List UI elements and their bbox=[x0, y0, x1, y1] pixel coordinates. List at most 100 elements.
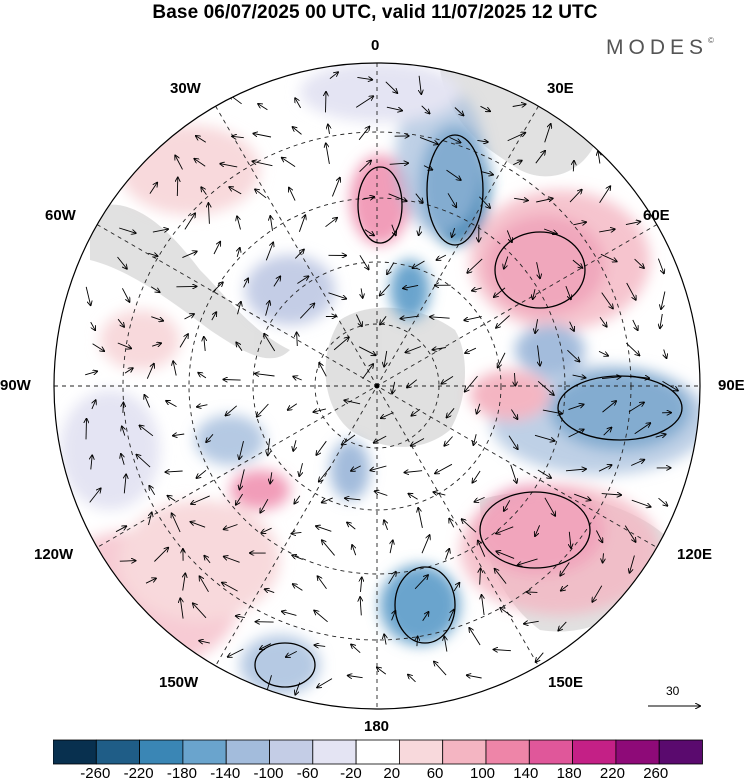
wind-vector bbox=[150, 286, 160, 292]
wind-vector bbox=[204, 337, 205, 351]
wind-vector bbox=[535, 525, 541, 536]
wind-vector bbox=[299, 304, 314, 319]
wind-vector bbox=[273, 276, 280, 287]
wind-vector bbox=[197, 405, 208, 407]
wind-vector bbox=[182, 251, 196, 259]
wind-vector bbox=[347, 522, 356, 530]
wind-vector bbox=[401, 316, 420, 319]
colorbar-tick-label: 180 bbox=[556, 765, 582, 782]
wind-vector bbox=[380, 316, 387, 324]
wind-vector bbox=[472, 470, 481, 483]
lon-label-30w: 30W bbox=[170, 80, 201, 97]
wind-vector bbox=[117, 256, 127, 269]
wind-vector bbox=[560, 562, 570, 576]
wind-vector bbox=[362, 364, 374, 380]
wind-vector bbox=[352, 545, 356, 556]
colorbar-swatch bbox=[269, 739, 314, 765]
wind-vector bbox=[632, 319, 638, 330]
lon-label-60w: 60W bbox=[45, 207, 76, 224]
wind-vector bbox=[299, 463, 302, 476]
wind-vector bbox=[433, 348, 446, 350]
map-title: Base 06/07/2025 00 UTC, valid 11/07/2025… bbox=[152, 2, 598, 23]
wind-vector bbox=[121, 454, 124, 465]
wind-vector bbox=[91, 455, 92, 470]
wind-vector bbox=[447, 408, 455, 417]
wind-vector bbox=[148, 253, 157, 256]
wind-vector bbox=[319, 466, 332, 481]
wind-vector bbox=[243, 278, 249, 288]
wind-vector bbox=[361, 577, 362, 592]
wind-vector bbox=[388, 572, 396, 585]
wind-vector bbox=[390, 540, 393, 554]
wind-vector bbox=[414, 575, 428, 590]
wind-vector bbox=[117, 342, 131, 348]
wind-vector bbox=[180, 598, 183, 619]
wind-vector bbox=[544, 124, 551, 143]
wind-vector bbox=[441, 376, 454, 383]
wind-reference-label: 30 bbox=[666, 684, 680, 698]
wind-vector bbox=[384, 350, 387, 367]
wind-vector bbox=[179, 334, 188, 348]
wind-vector bbox=[183, 573, 186, 591]
wind-vector bbox=[136, 455, 151, 468]
wind-vector bbox=[223, 380, 241, 381]
wind-vector bbox=[423, 165, 432, 170]
wind-vector bbox=[524, 621, 539, 624]
wind-vector bbox=[514, 198, 528, 200]
wind-vector bbox=[358, 127, 369, 141]
wind-vector bbox=[595, 530, 602, 543]
wind-vector bbox=[385, 81, 398, 93]
wind-vector bbox=[358, 346, 376, 355]
wind-vector bbox=[381, 412, 394, 419]
wind-vector bbox=[329, 72, 338, 79]
wind-vector bbox=[270, 472, 272, 483]
wind-vector bbox=[392, 381, 395, 394]
wind-vector bbox=[237, 302, 241, 315]
wind-vector bbox=[213, 242, 220, 255]
colorbar-swatch bbox=[182, 739, 227, 765]
wind-vector bbox=[511, 409, 517, 420]
lon-label-120w: 120W bbox=[34, 546, 74, 563]
wind-vector bbox=[536, 262, 540, 278]
wind-vector bbox=[172, 513, 181, 533]
colorbar-tick-label: 140 bbox=[513, 765, 539, 782]
wind-vector bbox=[419, 75, 421, 94]
wind-vector bbox=[660, 313, 662, 328]
wind-vector bbox=[168, 496, 176, 502]
wind-vector bbox=[149, 512, 152, 526]
wind-vector bbox=[200, 576, 209, 593]
wind-vector bbox=[496, 526, 514, 534]
wind-vector bbox=[404, 471, 423, 473]
wind-vector bbox=[411, 438, 425, 446]
wind-vector bbox=[119, 227, 136, 233]
wind-vector bbox=[542, 409, 562, 414]
wind-vector bbox=[124, 474, 126, 494]
colorbar-tick-label: 60 bbox=[426, 765, 444, 782]
wind-vector bbox=[415, 193, 423, 203]
wind-vector bbox=[631, 499, 651, 507]
wind-vector bbox=[494, 650, 511, 651]
wind-vector bbox=[496, 315, 510, 328]
wind-vector bbox=[357, 77, 372, 79]
wind-vector bbox=[236, 616, 245, 618]
wind-vector bbox=[625, 222, 641, 225]
wind-vector bbox=[151, 316, 163, 321]
wind-vector bbox=[232, 136, 244, 137]
colorbar-tick-label: -140 bbox=[210, 765, 241, 782]
wind-vector bbox=[361, 288, 363, 298]
wind-vector bbox=[222, 583, 238, 592]
wind-vector bbox=[664, 349, 667, 359]
lon-label-90e: 90E bbox=[718, 377, 745, 394]
wind-vector bbox=[434, 662, 447, 676]
wind-vector bbox=[574, 493, 590, 500]
wind-vector bbox=[454, 107, 464, 116]
wind-vector bbox=[661, 291, 666, 310]
wind-vector bbox=[208, 203, 209, 224]
lon-label-90w: 90W bbox=[0, 377, 31, 394]
colorbar-tick-label: 220 bbox=[599, 765, 625, 782]
wind-vector bbox=[228, 648, 244, 657]
wind-vector bbox=[603, 428, 612, 436]
wind-vector bbox=[293, 440, 296, 451]
wind-vector bbox=[413, 260, 425, 268]
wind-vector bbox=[201, 187, 207, 195]
